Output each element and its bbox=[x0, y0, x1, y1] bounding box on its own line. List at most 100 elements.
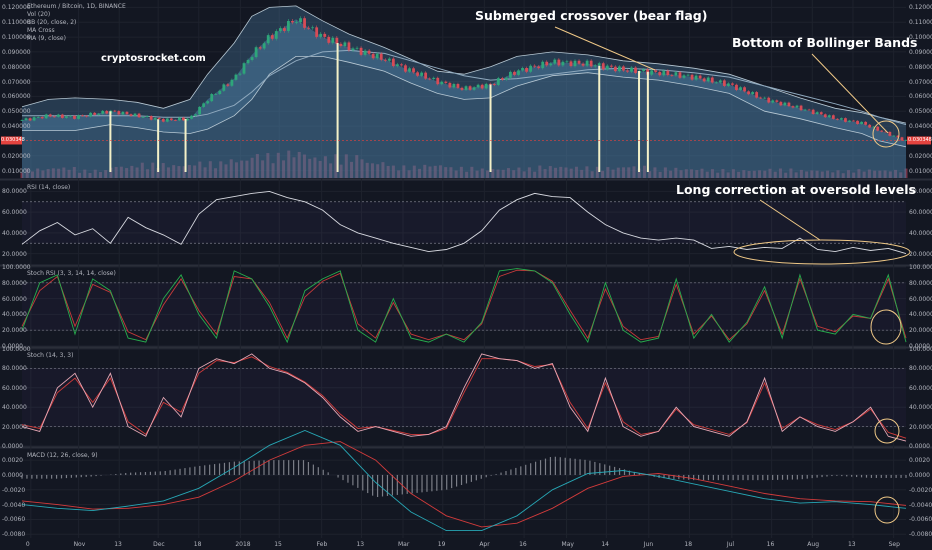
candle-body-188 bbox=[779, 101, 783, 106]
candle-body-100 bbox=[424, 72, 428, 79]
candle-body-213 bbox=[880, 130, 884, 132]
candle-body-211 bbox=[872, 126, 876, 128]
price-legend-1: Vol (20) bbox=[27, 11, 51, 18]
watermark-brand: cryptosrocket.com bbox=[101, 53, 206, 64]
x-tick-label-0: 0 bbox=[25, 541, 30, 548]
last-price-tag-right bbox=[907, 136, 931, 145]
candle-body-160 bbox=[666, 70, 670, 76]
candle-body-119 bbox=[500, 78, 504, 80]
candle-body-123 bbox=[517, 70, 520, 75]
candle-body-48 bbox=[214, 94, 218, 95]
candle-body-118 bbox=[496, 78, 500, 85]
candle-body-208 bbox=[860, 121, 863, 124]
candle-body-39 bbox=[178, 117, 181, 121]
candle-body-202 bbox=[835, 118, 839, 120]
price-y-tick-left-8: 0.040000 bbox=[2, 123, 31, 131]
macd-y-tick-left-2: -0.0020 bbox=[2, 486, 26, 494]
stoch-y-tick-right-0: 100.0000 bbox=[909, 346, 932, 353]
candle-body-112 bbox=[472, 87, 476, 90]
price-legend-4: MA (9, close) bbox=[27, 35, 66, 42]
candle-body-141 bbox=[589, 60, 593, 67]
candle-body-145 bbox=[605, 65, 609, 70]
rsi-y-tick-left-2: 40.0000 bbox=[2, 229, 27, 237]
macd-y-tick-right-3: -0.0040 bbox=[909, 501, 932, 509]
candle-body-210 bbox=[868, 124, 872, 128]
candle-body-8 bbox=[52, 116, 56, 118]
candle-body-9 bbox=[56, 114, 60, 117]
price-y-tick-left-1: 0.110000 bbox=[2, 19, 31, 27]
candle-body-97 bbox=[412, 68, 415, 73]
candle-body-91 bbox=[387, 58, 391, 61]
candle-body-137 bbox=[573, 60, 577, 67]
candle-body-45 bbox=[202, 103, 206, 107]
annotation-submerged-crossover: Submerged crossover (bear flag) bbox=[475, 8, 708, 23]
candle-body-147 bbox=[613, 66, 617, 72]
candle-body-54 bbox=[238, 73, 242, 75]
candle-body-83 bbox=[355, 47, 359, 49]
candle-body-6 bbox=[44, 114, 48, 119]
candle-body-28 bbox=[133, 113, 137, 116]
candle-body-201 bbox=[831, 115, 835, 119]
candle-body-23 bbox=[113, 110, 117, 112]
stoch_rsi-y-tick-left-0: 100.0000 bbox=[2, 264, 31, 271]
candle-body-209 bbox=[864, 121, 868, 125]
candle-body-179 bbox=[743, 87, 746, 92]
candle-body-128 bbox=[537, 66, 541, 69]
candle-body-74 bbox=[319, 33, 323, 37]
candle-body-199 bbox=[823, 114, 827, 118]
candle-body-105 bbox=[444, 81, 448, 83]
candle-body-139 bbox=[581, 63, 585, 66]
candle-body-30 bbox=[141, 116, 145, 118]
candle-body-203 bbox=[840, 118, 843, 120]
candle-body-194 bbox=[803, 109, 807, 111]
candle-body-150 bbox=[626, 70, 629, 72]
candle-body-76 bbox=[327, 36, 331, 43]
annotation-bollinger-bottom: Bottom of Bollinger Bands bbox=[732, 35, 918, 50]
candle-body-32 bbox=[149, 116, 153, 120]
candle-body-216 bbox=[892, 135, 896, 137]
candle-body-89 bbox=[379, 53, 383, 60]
candle-body-90 bbox=[383, 59, 387, 61]
candle-body-212 bbox=[876, 126, 880, 131]
stoch_rsi-y-tick-right-5: 0.0000 bbox=[909, 343, 930, 350]
candle-body-136 bbox=[569, 61, 573, 67]
candle-body-65 bbox=[282, 28, 286, 31]
candle-body-19 bbox=[97, 113, 101, 115]
candle-body-47 bbox=[210, 94, 214, 102]
macd-y-tick-left-1: 0.0000 bbox=[2, 471, 23, 479]
candle-body-207 bbox=[856, 120, 859, 124]
rsi-y-tick-left-3: 20.0000 bbox=[2, 250, 27, 258]
candle-body-166 bbox=[690, 74, 694, 80]
candle-body-114 bbox=[480, 84, 484, 89]
candle-body-5 bbox=[40, 117, 44, 119]
candle-body-168 bbox=[698, 75, 702, 79]
candle-body-197 bbox=[815, 112, 819, 115]
price-y-tick-right-4: 0.080000 bbox=[909, 63, 932, 71]
candle-body-191 bbox=[791, 106, 795, 108]
x-tick-label-1: Nov bbox=[73, 541, 86, 548]
rsi-y-tick-right-1: 60.0000 bbox=[909, 209, 932, 217]
stoch_rsi-y-tick-left-3: 40.0000 bbox=[2, 311, 27, 319]
price-y-tick-left-7: 0.050000 bbox=[2, 108, 31, 116]
candle-body-125 bbox=[525, 67, 528, 72]
price-y-tick-left-10: 0.010000 bbox=[2, 167, 31, 175]
rsi-y-tick-right-0: 80.0000 bbox=[909, 188, 932, 196]
rsi-y-tick-left-0: 80.0000 bbox=[2, 188, 27, 196]
stoch_rsi-y-tick-left-2: 60.0000 bbox=[2, 295, 27, 303]
candle-body-20 bbox=[101, 110, 105, 114]
candle-body-2 bbox=[28, 118, 32, 121]
candle-body-189 bbox=[783, 102, 787, 106]
candle-body-3 bbox=[32, 117, 36, 121]
stoch_rsi-y-tick-right-1: 80.0000 bbox=[909, 279, 932, 287]
circle-stoch bbox=[874, 418, 900, 444]
candle-body-64 bbox=[278, 28, 282, 32]
candle-body-196 bbox=[811, 109, 815, 115]
stoch_rsi-y-tick-left-4: 20.0000 bbox=[2, 327, 27, 335]
candle-body-146 bbox=[609, 65, 613, 67]
candle-body-206 bbox=[852, 120, 855, 122]
rsi-band-fill bbox=[22, 201, 906, 244]
candle-body-67 bbox=[291, 21, 294, 23]
stoch_rsi-d-line bbox=[21, 269, 907, 341]
last-price-tag-left bbox=[1, 136, 22, 145]
